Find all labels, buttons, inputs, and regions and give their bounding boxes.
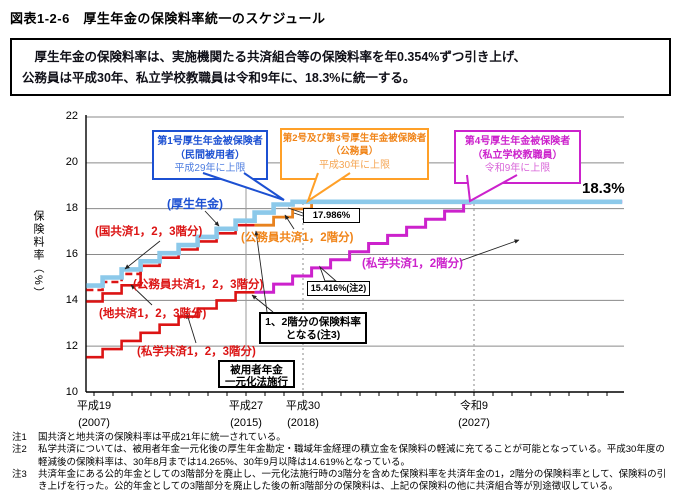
komuin-12-label: (公務員共済1，2階分) (241, 232, 354, 244)
pointer-line (293, 212, 304, 217)
shigaku-123-label: (私学共済1，2，3階分) (137, 346, 256, 358)
summary-box: 厚生年金の保険料率は、実施機関たる共済組合等の保険料率を年0.354%ずつ引き上… (10, 38, 671, 97)
pointer-line (287, 207, 304, 214)
footnote-1: 注1 国共済と地共済の保険料率は平成21年に統一されている。 (12, 432, 286, 443)
y-tick-12: 12 (65, 340, 78, 352)
annotation-arrow (459, 239, 520, 262)
tier-rate-note-box: 1、2階分の保険料率 となる(注3) (259, 312, 367, 344)
callout-no1-insured: 第1号厚生年金被保険者 （民間被用者） 平成29年に上限 (152, 130, 268, 180)
cap-rate-label: 18.3% (582, 180, 625, 197)
footnote-3: 注3 共済年金にある公的年金としての3階部分を廃止し、一元化法施行時の3階分を含め… (12, 469, 667, 493)
annotation-arrow (284, 214, 295, 230)
callout-line: 平成30年に上限 (318, 159, 391, 171)
kosei-nenkin-label: (厚生年金) (167, 197, 223, 211)
callout-line: 平成29年に上限 (174, 163, 246, 174)
callout-line: 第1号厚生年金被保険者 (157, 136, 263, 147)
footnote-2: 注2 私学共済については、被用者年金一元化後の厚生年金勘定・職域年金経理の積立金を… (12, 444, 665, 468)
series-5 (86, 199, 623, 288)
callout-line: （公務員） (330, 145, 379, 157)
series-1 (86, 223, 255, 303)
y-tick-20: 20 (65, 156, 78, 168)
annotation-arrow (254, 230, 268, 313)
chikyosai-label: (地共済1，2，3階分) (99, 308, 207, 320)
series-4 (254, 200, 623, 294)
summary-line-1: 厚生年金の保険料率は、実施機関たる共済組合等の保険料率を年0.354%ずつ引き上… (22, 50, 527, 64)
y-tick-22: 22 (65, 110, 78, 122)
annotation-arrow (204, 210, 220, 227)
figure-title: 図表1-2-6 厚生年金の保険料率統一のスケジュール (10, 11, 326, 26)
y-tick-14: 14 (65, 294, 78, 306)
callout-no2-no3-insured: 第2号及び第3号厚生年金被保険者 （公務員） 平成30年に上限 (280, 128, 429, 180)
summary-line-2: 公務員は平成30年、私立学校教職員は令和9年に、18.3%に統一する。 (22, 70, 416, 85)
komuin-rate-value-box: 17.986% (303, 208, 360, 223)
x-tick-h27: 平成27 (2015) (228, 400, 264, 429)
unification-act-box: 被用者年金 一元化法施行 (218, 360, 295, 388)
y-tick-10: 10 (65, 386, 78, 398)
x-tick-h30: 平成30 (2018) (285, 400, 321, 429)
y-tick-16: 16 (65, 248, 78, 260)
callout-line: （民間被用者） (175, 149, 245, 161)
y-tick-18: 18 (65, 202, 78, 214)
shigaku-rate-value-box: 15.416%(注2) (307, 281, 370, 296)
callout-line: （私立学校教職員） (472, 149, 563, 161)
komuin-123-label: (公務員共済1，2，3階分) (133, 279, 264, 291)
kokukyosai-label: (国共済1，2，3階分) (95, 226, 203, 238)
series-2 (86, 291, 255, 359)
annotation-arrow (124, 240, 161, 270)
annotation-arrow (186, 313, 197, 344)
callout-line: 第4号厚生年金被保険者 (464, 136, 571, 147)
y-axis-title: 保険料率（%） (32, 210, 44, 300)
annotation-arrow (130, 284, 153, 306)
callout-line: 令和9年に上限 (484, 163, 551, 174)
x-tick-h19: 平成19 (2007) (76, 400, 112, 429)
callout-no4-insured: 第4号厚生年金被保険者 （私立学校教職員） 令和9年に上限 (454, 130, 581, 184)
annotation-arrow (251, 294, 274, 313)
shigaku-12-label: (私学共済1，2階分) (362, 258, 463, 270)
callout-line: 第2号及び第3号厚生年金被保険者 (282, 133, 427, 144)
footnotes: 注1 国共済と地共済の保険料率は平成21年に統一されている。 注2 私学共済について… (12, 432, 672, 494)
x-tick-r9: 令和9 (2027) (458, 400, 490, 429)
